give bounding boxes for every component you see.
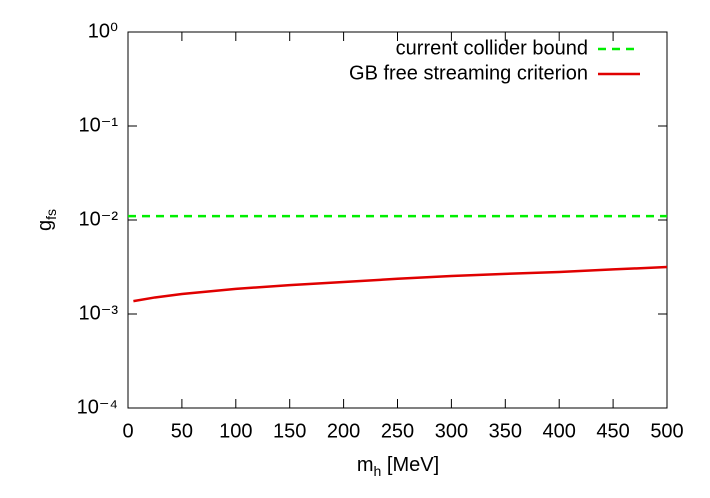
legend-label: GB free streaming criterion [349, 62, 588, 84]
y-axis-label: gfs [34, 209, 58, 231]
x-tick-label: 450 [596, 420, 629, 442]
x-label-base: m [357, 454, 374, 476]
y-label-base: g [34, 220, 56, 231]
x-tick-label: 50 [171, 420, 193, 442]
x-tick-label: 350 [489, 420, 522, 442]
y-tick-label: 10⁻¹ [79, 114, 119, 136]
x-label-sub: h [374, 463, 382, 479]
y-tick-label: 10⁰ [88, 20, 118, 42]
x-tick-label: 150 [273, 420, 306, 442]
x-tick-label: 100 [219, 420, 252, 442]
x-label-suffix: [MeV] [381, 454, 439, 476]
x-tick-label: 400 [543, 420, 576, 442]
y-tick-label: 10⁻⁴ [77, 396, 118, 418]
y-tick-label: 10⁻³ [79, 302, 119, 324]
x-tick-label: 500 [650, 420, 683, 442]
y-label-sub: fs [43, 209, 59, 220]
plot-frame [127, 31, 668, 409]
x-tick-label: 250 [381, 420, 414, 442]
series-line [133, 265, 668, 303]
y-tick-label: 10⁻² [79, 208, 119, 230]
legend-label: current collider bound [396, 37, 588, 59]
x-tick-label: 300 [435, 420, 468, 442]
x-tick-label: 0 [122, 420, 133, 442]
x-tick-label: 200 [327, 420, 360, 442]
x-axis-label: mh [MeV] [357, 454, 439, 478]
